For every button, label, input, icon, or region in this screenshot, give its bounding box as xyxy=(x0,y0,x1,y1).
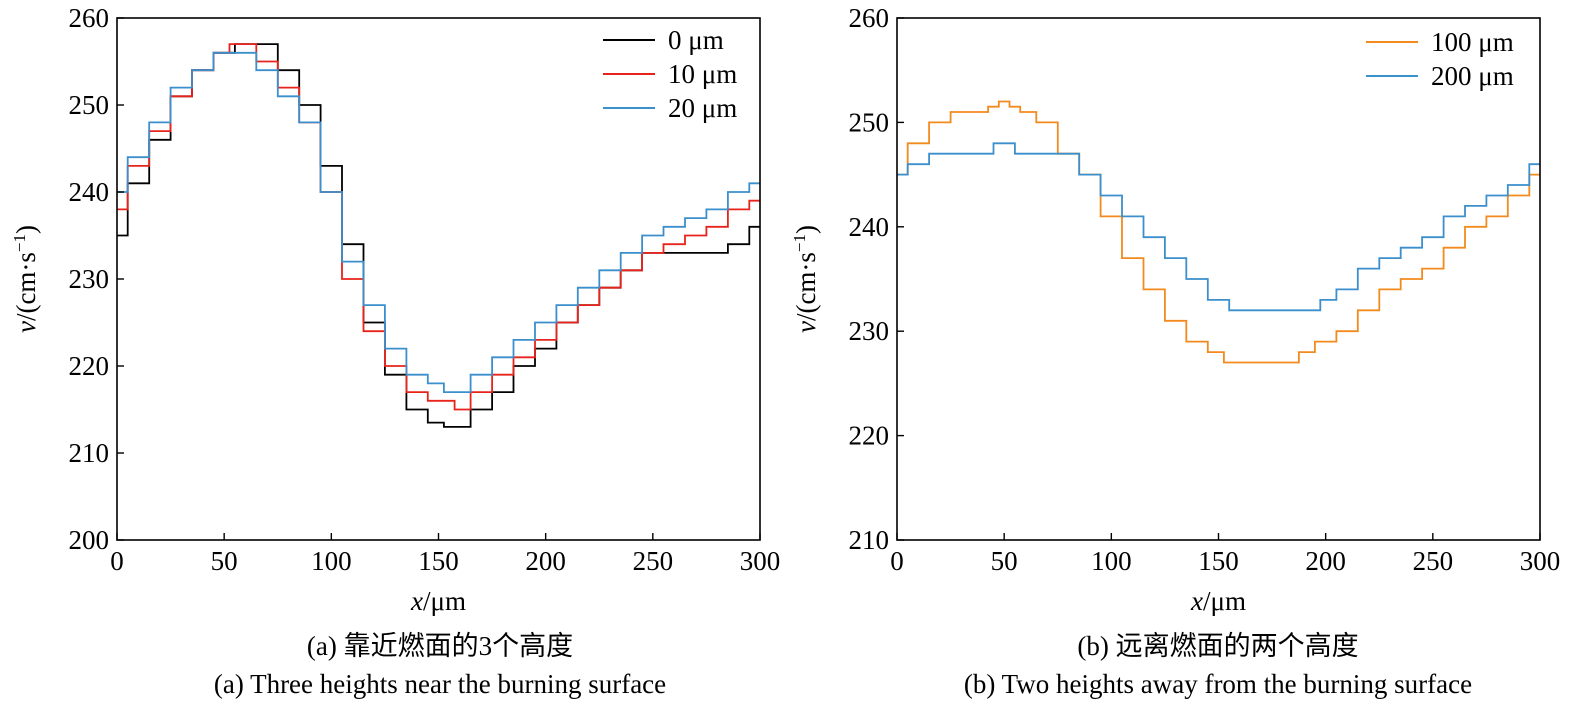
y-tick-label-a-5: 250 xyxy=(69,90,110,120)
legend-label-a-1: 10 μm xyxy=(668,59,737,89)
y-tick-label-b-2: 230 xyxy=(849,316,890,346)
legend-label-a-2: 20 μm xyxy=(668,93,737,123)
x-tick-label-a-6: 300 xyxy=(740,546,781,576)
y-tick-label-a-0: 200 xyxy=(69,525,110,555)
y-tick-label-a-6: 260 xyxy=(69,3,110,33)
x-axis-label-var-b: x xyxy=(1190,586,1203,616)
y-axis-label-unit-b: /(cm·s xyxy=(791,252,821,321)
y-tick-label-a-3: 230 xyxy=(69,264,110,294)
y-tick-label-b-4: 250 xyxy=(849,107,890,137)
x-tick-label-a-1: 50 xyxy=(211,546,238,576)
x-tick-label-b-3: 150 xyxy=(1198,546,1239,576)
x-tick-label-b-5: 250 xyxy=(1413,546,1454,576)
x-tick-label-a-4: 200 xyxy=(525,546,566,576)
y-axis-label-b: v/(cm·s−1) xyxy=(790,225,821,333)
y-axis-label-close-a: ) xyxy=(11,225,41,234)
plot-frame-b xyxy=(896,17,1541,541)
series-line-a-2 xyxy=(117,51,760,393)
y-axis-label-unit-a: /(cm·s xyxy=(11,252,41,321)
x-axis-label-var-a: x xyxy=(410,586,423,616)
x-tick-label-b-0: 0 xyxy=(890,546,904,576)
plot-frame-a xyxy=(116,17,761,541)
x-axis-label-b: x/μm xyxy=(1190,586,1246,616)
y-tick-label-b-3: 240 xyxy=(849,212,890,242)
y-axis-label-var-b: v xyxy=(791,321,821,333)
legend-label-b-0: 100 μm xyxy=(1431,27,1514,57)
y-axis-label-var-a: v xyxy=(11,321,41,333)
legend-label-a-0: 0 μm xyxy=(668,25,724,55)
x-tick-label-b-6: 300 xyxy=(1520,546,1561,576)
y-tick-label-a-4: 240 xyxy=(69,177,110,207)
series-line-b-0 xyxy=(897,100,1540,364)
legend-a: 0 μm 10 μm 20 μm xyxy=(603,25,737,123)
legend-label-b-1: 200 μm xyxy=(1431,61,1514,91)
x-tick-label-b-2: 100 xyxy=(1091,546,1132,576)
x-tick-label-b-1: 50 xyxy=(991,546,1018,576)
legend-b: 100 μm 200 μm xyxy=(1366,27,1514,91)
caption-b-english: (b) Two heights away from the burning su… xyxy=(963,669,1473,699)
x-axis-label-unit-a: /μm xyxy=(423,586,466,616)
y-axis-label-sup-a: −1 xyxy=(10,234,29,252)
y-tick-label-b-5: 260 xyxy=(849,3,890,33)
chart-b: 0 50 100 150 200 250 300 210 220 230 240 250 260 x/μm… xyxy=(790,3,1560,616)
caption-b-chinese: (b) 远离燃面的两个高度 xyxy=(1077,631,1359,661)
series-line-b-1 xyxy=(897,142,1540,312)
y-axis-label-a: v/(cm·s−1) xyxy=(10,225,41,333)
x-tick-label-a-0: 0 xyxy=(110,546,124,576)
x-axis-label-a: x/μm xyxy=(410,586,466,616)
x-tick-label-b-4: 200 xyxy=(1305,546,1346,576)
y-axis-label-sup-b: −1 xyxy=(790,234,809,252)
y-tick-label-a-2: 220 xyxy=(69,351,110,381)
x-tick-label-a-5: 250 xyxy=(633,546,674,576)
chart-a: 0 50 100 150 200 250 300 200 210 220 230 240 250 260 x… xyxy=(10,3,780,616)
x-tick-label-a-2: 100 xyxy=(311,546,352,576)
caption-a-chinese: (a) 靠近燃面的3个高度 xyxy=(306,631,574,661)
y-axis-label-close-b: ) xyxy=(791,225,821,234)
y-tick-label-a-1: 210 xyxy=(69,438,110,468)
x-tick-label-a-3: 150 xyxy=(418,546,459,576)
caption-a-english: (a) Three heights near the burning surfa… xyxy=(213,669,667,699)
x-axis-label-unit-b: /μm xyxy=(1203,586,1246,616)
y-tick-label-b-0: 210 xyxy=(849,525,890,555)
y-tick-label-b-1: 220 xyxy=(849,421,890,451)
